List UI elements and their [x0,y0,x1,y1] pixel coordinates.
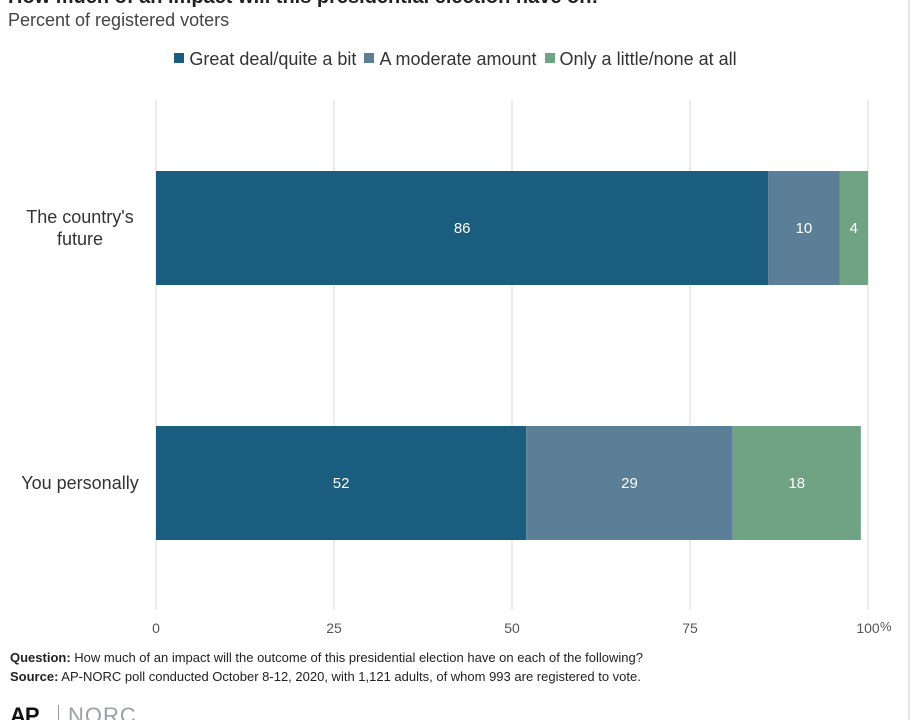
legend-item: A moderate amount [364,49,537,70]
legend: Great deal/quite a bit A moderate amount O… [0,49,911,70]
legend-label: Only a little/none at all [559,49,737,69]
chart-subtitle: Percent of registered voters [8,10,230,30]
legend-swatch [544,53,555,63]
x-tick-label: 75 [682,620,698,636]
bar-segment [839,171,868,285]
bar-segment [156,171,769,285]
question-note: Question: How much of an impact will the… [10,648,643,667]
bar-segment [732,426,861,540]
data-label: 86 [454,220,471,237]
x-tick-label: 0 [152,620,160,636]
category-label: The country's [26,207,133,227]
norc-logo: NORC [68,705,137,720]
x-unit-label: % [880,619,892,634]
logo-strip: AP NORC [10,705,210,720]
data-label: 4 [850,220,858,237]
page-edge-divider [908,0,910,720]
legend-swatch [174,53,185,63]
source-text: AP-NORC poll conducted October 8-12, 202… [58,669,641,684]
legend-item: Only a little/none at all [544,49,737,70]
category-label: You personally [21,473,138,493]
logo-divider [58,705,59,720]
legend-swatch [364,53,375,63]
source-label: Source: [10,669,59,684]
ap-logo: AP [10,705,40,720]
question-text: How much of an impact will the outcome o… [70,650,643,665]
x-tick-label: 100 [856,620,880,636]
data-label: 52 [333,475,350,492]
legend-item: Great deal/quite a bit [174,49,356,70]
data-label: 18 [788,475,805,492]
category-label: future [57,229,103,249]
legend-label: Great deal/quite a bit [189,49,357,69]
chart-title: How much of an impact will this presiden… [8,0,898,8]
bar-segment [156,426,527,540]
legend-label: A moderate amount [379,49,537,69]
question-label: Question: [10,650,71,665]
data-label: 29 [621,475,638,492]
bar-segment [526,426,733,540]
bar-segment [768,171,840,285]
chart-footer: Question: How much of an impact will the… [10,648,643,686]
data-label: 10 [796,220,813,237]
x-tick-label: 50 [504,620,520,636]
x-tick-label: 25 [326,620,342,636]
source-note: Source: AP-NORC poll conducted October 8… [10,667,643,686]
